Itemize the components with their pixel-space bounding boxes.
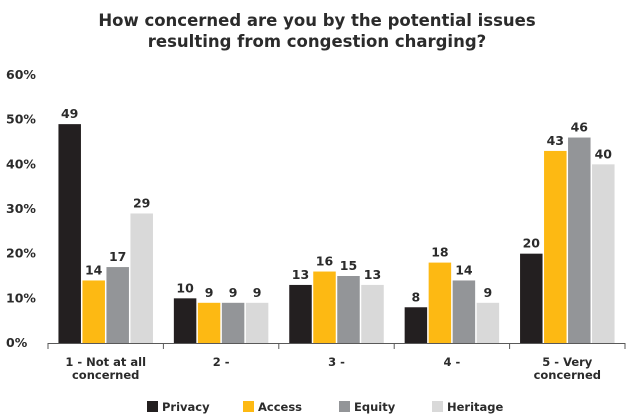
- data-label: 29: [133, 195, 150, 210]
- bar-heritage: [592, 164, 615, 343]
- data-label: 9: [253, 285, 262, 300]
- data-label: 46: [571, 120, 589, 135]
- bar-access: [428, 262, 452, 343]
- legend-label-heritage: Heritage: [447, 400, 504, 414]
- bar-equity: [568, 137, 591, 343]
- bar-privacy: [289, 284, 312, 343]
- y-tick-label: 50%: [6, 112, 36, 127]
- data-label: 15: [340, 258, 357, 273]
- legend-swatch-access: [243, 401, 254, 412]
- legend: Privacy Access Equity Heritage: [147, 400, 504, 414]
- data-label: 16: [316, 254, 334, 269]
- data-label: 13: [292, 267, 309, 282]
- bars: [58, 124, 615, 343]
- data-label: 13: [364, 267, 381, 282]
- bar-equity: [221, 302, 245, 343]
- data-label: 9: [229, 285, 238, 300]
- x-category-label: concerned: [534, 368, 601, 382]
- x-category-label: 5 - Very: [542, 355, 593, 369]
- chart-title-line: How concerned are you by the potential i…: [98, 11, 536, 30]
- data-label: 14: [455, 262, 473, 277]
- bar-access: [313, 271, 336, 343]
- legend-swatch-privacy: [147, 401, 158, 412]
- bar-privacy: [520, 253, 543, 343]
- y-tick-label: 20%: [6, 246, 36, 261]
- bar-heritage: [361, 284, 384, 343]
- data-label: 17: [109, 249, 126, 264]
- bar-heritage: [476, 302, 500, 343]
- data-label: 9: [484, 285, 493, 300]
- bar-equity: [337, 276, 360, 343]
- data-label: 18: [431, 245, 448, 260]
- data-label: 20: [523, 236, 541, 251]
- legend-label-privacy: Privacy: [162, 400, 210, 414]
- bar-privacy: [58, 124, 81, 343]
- y-tick-label: 40%: [6, 156, 36, 171]
- data-label: 9: [205, 285, 214, 300]
- y-tick-label: 60%: [6, 67, 36, 82]
- x-category-label: 1 - Not at all: [65, 355, 146, 369]
- bar-privacy: [404, 307, 428, 343]
- data-label: 40: [595, 146, 613, 161]
- data-labels: 49 10 13 8 20 14 9 16 18 43 17 9 15 14 46 29 9 13 9 40: [61, 106, 612, 304]
- legend-swatch-equity: [339, 401, 350, 412]
- bar-heritage: [130, 213, 153, 343]
- bar-equity: [106, 267, 129, 343]
- legend-swatch-heritage: [432, 401, 443, 412]
- x-category-label: 4 -: [444, 355, 461, 369]
- bar-heritage: [245, 302, 269, 343]
- chart-title-line: resulting from congestion charging?: [148, 32, 486, 51]
- chart-title: How concerned are you by the potential i…: [98, 11, 536, 51]
- legend-label-equity: Equity: [354, 400, 396, 414]
- x-category-label: 3 -: [328, 355, 345, 369]
- x-category-label: 2 -: [213, 355, 230, 369]
- y-axis: 0% 10% 20% 30% 40% 50% 60%: [6, 67, 36, 350]
- data-label: 49: [61, 106, 78, 121]
- y-tick-label: 10%: [6, 290, 36, 305]
- data-label: 10: [176, 280, 194, 295]
- bar-access: [544, 150, 567, 343]
- data-label: 43: [547, 133, 564, 148]
- bar-equity: [452, 280, 476, 343]
- bar-privacy: [173, 298, 197, 343]
- bar-access: [197, 302, 221, 343]
- y-tick-label: 0%: [6, 335, 28, 350]
- legend-label-access: Access: [258, 400, 302, 414]
- data-label: 14: [85, 262, 103, 277]
- x-category-label: concerned: [72, 368, 139, 382]
- bar-access: [82, 280, 105, 343]
- data-label: 8: [412, 289, 421, 304]
- y-tick-label: 30%: [6, 201, 36, 216]
